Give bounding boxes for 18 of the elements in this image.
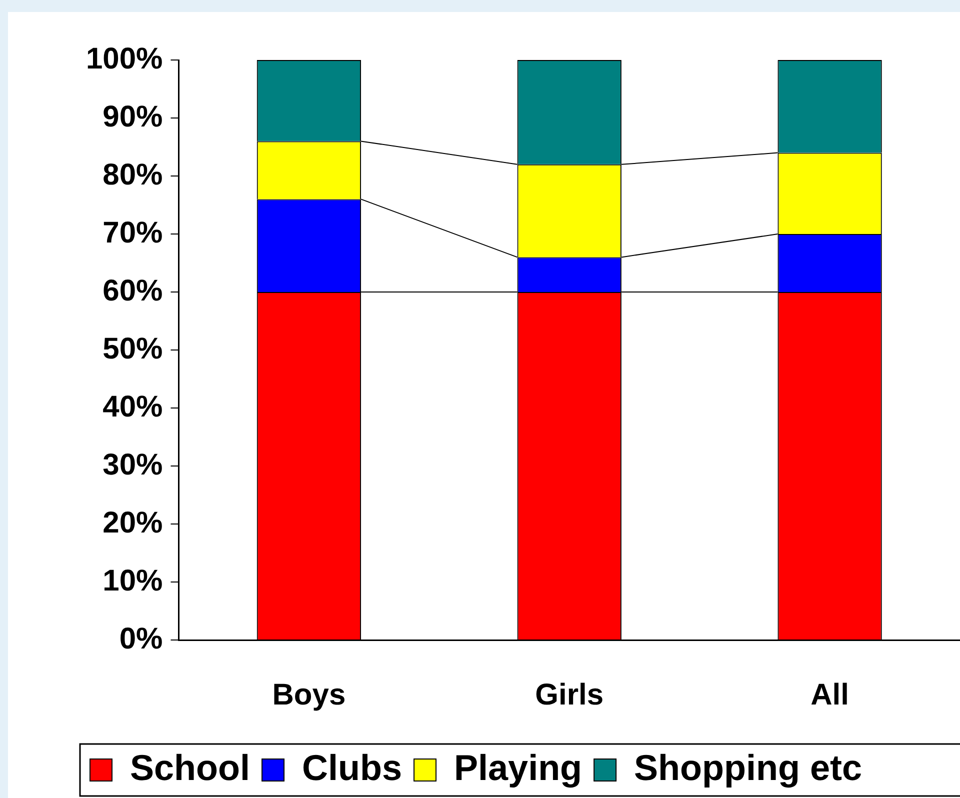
y-tick-label: 0% (119, 622, 163, 656)
y-tick-label: 100% (86, 42, 163, 76)
y-tick-label: 60% (102, 274, 163, 308)
legend-label: School (130, 746, 250, 788)
x-tick-label: Girls (535, 678, 604, 712)
x-tick-label: All (810, 678, 849, 712)
x-tick-label: Boys (272, 678, 346, 712)
legend-label: Shopping etc (634, 746, 862, 788)
y-tick-label: 50% (102, 332, 163, 366)
y-tick-label: 10% (102, 564, 163, 598)
y-tick-label: 80% (102, 158, 163, 192)
y-tick-label: 40% (102, 390, 163, 424)
legend-label: Playing (454, 746, 582, 788)
y-tick-label: 90% (102, 100, 163, 134)
y-tick-label: 30% (102, 448, 163, 482)
y-tick-label: 70% (102, 216, 163, 250)
legend-label: Clubs (302, 746, 402, 788)
y-tick-label: 20% (102, 506, 163, 540)
